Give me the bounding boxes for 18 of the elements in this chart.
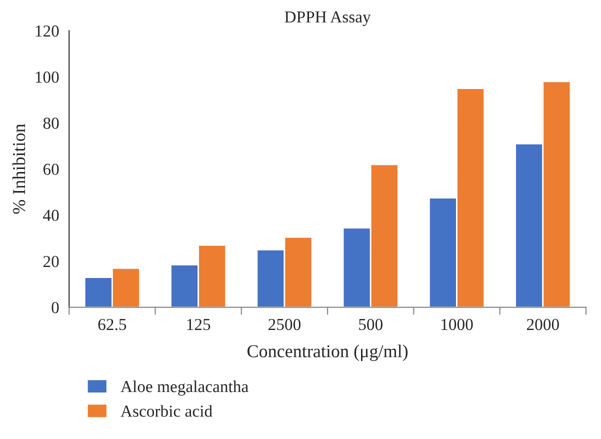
chart-title: DPPH Assay	[284, 11, 371, 26]
x-tick-label: 2000	[526, 318, 559, 330]
x-tick-label: 1000	[442, 318, 473, 330]
y-tick-label: 80	[43, 118, 59, 129]
y-axis-title: % Inhibition	[12, 124, 26, 214]
legend-label: Aloe megalacantha	[120, 380, 248, 396]
legend-label: Ascorbic acid	[120, 405, 212, 417]
x-tick-label: 2500	[268, 318, 301, 330]
x-tick-label: 500	[359, 318, 382, 330]
y-tick-label: 120	[36, 25, 59, 37]
y-tick-label: 40	[43, 210, 59, 222]
y-tick-label: 100	[36, 72, 59, 83]
y-tick-label: 20	[43, 256, 59, 268]
x-axis-title: Concentration (μg/ml)	[247, 344, 408, 362]
y-tick-label: 60	[43, 164, 59, 175]
y-tick-label: 0	[52, 302, 59, 314]
x-tick-label: 125	[187, 318, 210, 330]
x-tick-label: 62.5	[98, 318, 126, 330]
